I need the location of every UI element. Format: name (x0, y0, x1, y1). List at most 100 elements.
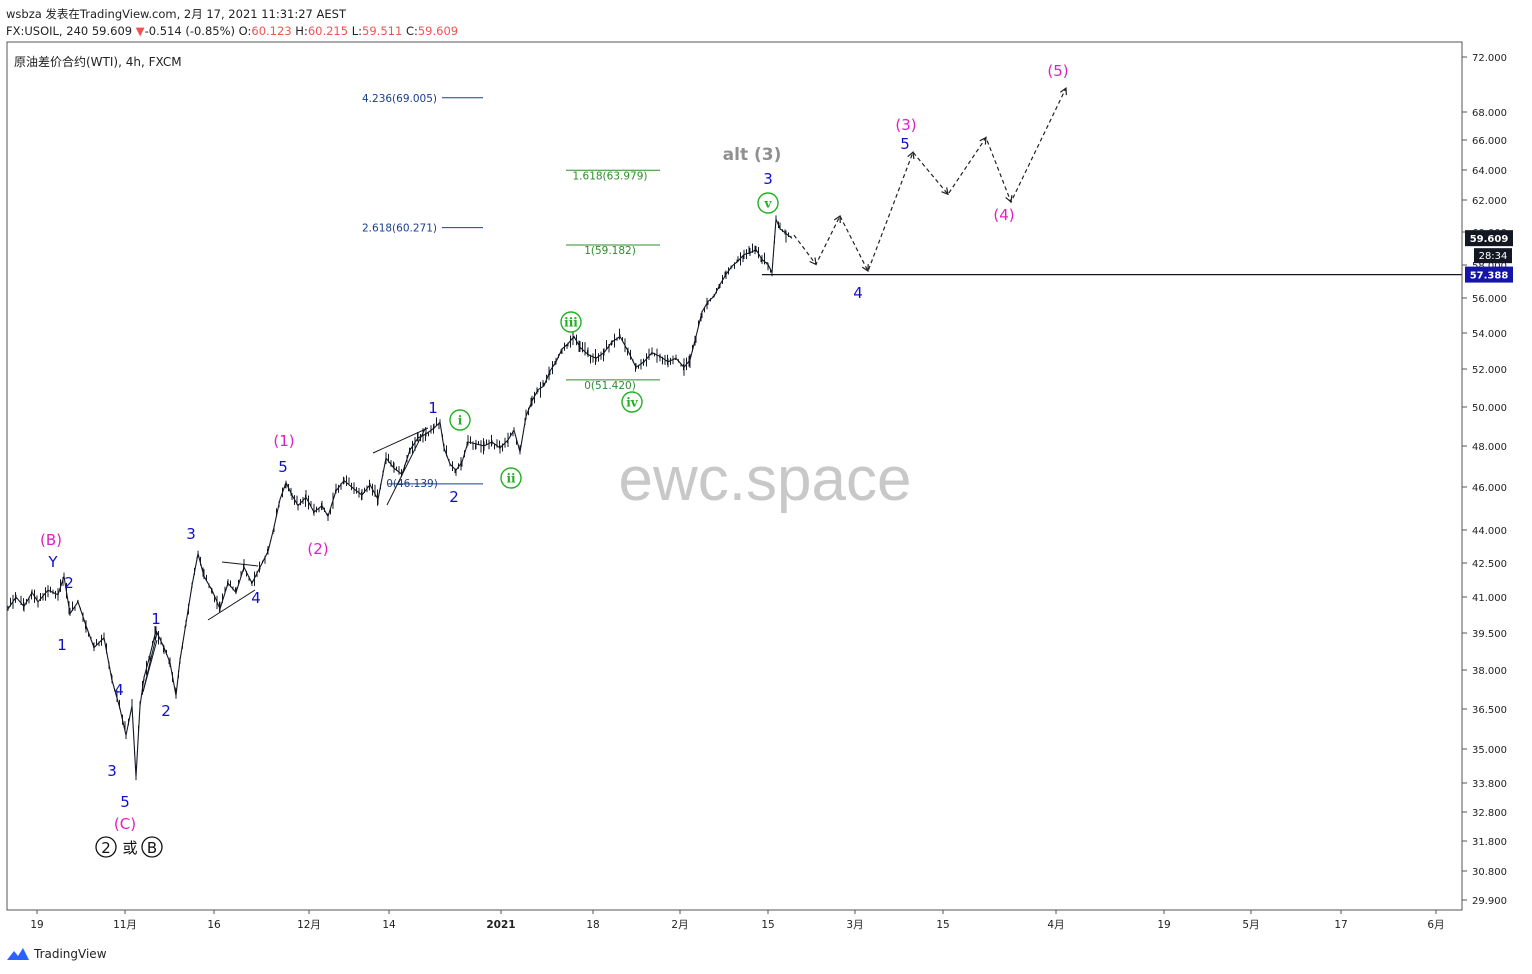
time-tick-label: 16 (207, 919, 221, 931)
circled-wave-text: i (458, 414, 463, 428)
fib-level-label: 2.618(60.271) (362, 223, 437, 235)
time-tick-label: 3月 (846, 919, 863, 931)
circled-wave-label: v (757, 192, 779, 214)
wave-label: 5 (900, 135, 910, 153)
wave-label: 3 (763, 170, 773, 188)
projection-arrowhead (1059, 87, 1067, 96)
projection-arrowhead (833, 214, 841, 224)
price-tick-label: 39.500 (1472, 629, 1507, 640)
circled-wave-label: i (449, 409, 471, 431)
trendline (386, 426, 427, 506)
watermark: ewc.space (619, 445, 912, 514)
wave-label: 4 (251, 589, 261, 607)
wave-label: (3) (895, 116, 916, 134)
down-arrow-icon: ▼ (135, 24, 145, 38)
wave-label: 1 (151, 610, 161, 628)
price-tick-label: 68.000 (1472, 108, 1507, 119)
time-tick-label: 19 (1157, 919, 1170, 931)
fib-level-label: 1(59.182) (584, 245, 636, 257)
time-tick-label: 15 (936, 919, 949, 931)
primary-wave-text: B (147, 839, 157, 857)
time-tick-label: 2月 (671, 919, 688, 931)
wave-label: (B) (40, 531, 62, 549)
wave-label: (4) (993, 206, 1014, 224)
price-tick-label: 36.500 (1472, 705, 1507, 716)
price-tick-label: 72.000 (1472, 53, 1507, 64)
projection-arrowhead (861, 264, 869, 273)
price-tick-label: 50.000 (1472, 403, 1507, 414)
price-tick-label: 48.000 (1472, 442, 1507, 453)
wave-label: (C) (114, 815, 136, 833)
price-tick-label: 66.000 (1472, 136, 1507, 147)
price-tick-label: 54.000 (1472, 329, 1507, 340)
time-tick-label: 14 (382, 919, 396, 931)
circle-icon (449, 409, 471, 431)
price-tick-label: 56.000 (1472, 294, 1507, 305)
time-tick-label: 19 (30, 919, 43, 931)
fib-level-label: 0(46.139) (386, 478, 438, 490)
wave-label: 3 (107, 762, 117, 780)
fib-level-label: 4.236(69.005) (362, 93, 437, 105)
wave-label: 5 (120, 793, 130, 811)
level-price-text: 57.388 (1470, 271, 1509, 282)
wave-label: 4 (853, 284, 863, 302)
trendline (221, 561, 259, 567)
circle-icon (95, 836, 117, 858)
tradingview-logo-icon (7, 948, 29, 960)
time-tick-label: 15 (761, 919, 774, 931)
footer-brand: TradingView (34, 947, 107, 961)
price-line (7, 218, 793, 777)
circled-wave-label: iii (560, 311, 582, 333)
time-tick-label: 11月 (113, 919, 137, 931)
circled-wave-label: iv (621, 391, 643, 413)
circle-icon (141, 836, 163, 858)
trendline (372, 427, 429, 454)
projection-arrowhead (979, 136, 987, 145)
price-tick-label: 44.000 (1472, 526, 1507, 537)
wave-label: 5 (278, 458, 288, 476)
time-tick-label: 2021 (486, 919, 515, 931)
circle-icon (621, 391, 643, 413)
price-tick-label: 35.000 (1472, 745, 1507, 756)
price-tick-label: 58.000 (1472, 261, 1507, 272)
time-tick-label: 12月 (297, 919, 321, 931)
wave-label: (1) (273, 432, 294, 450)
time-tick-label: 4月 (1047, 919, 1064, 931)
fib-level-label: 1.618(63.979) (573, 170, 648, 182)
ohlc-bar: FX:USOIL, 240 59.609 ▼-0.514 (-0.85%) O:… (6, 24, 459, 38)
time-tick-label: 6月 (1427, 919, 1444, 931)
price-tick-label: 46.000 (1472, 483, 1507, 494)
wave-label: (5) (1047, 62, 1068, 80)
circled-wave-label: ii (500, 467, 522, 489)
publish-info: wsbza 发表在TradingView.com, 2月 17, 2021 11… (6, 7, 346, 21)
wave-label: 4 (114, 681, 124, 699)
circle-icon (500, 467, 522, 489)
price-tick-label: 33.800 (1472, 779, 1507, 790)
price-tick-label: 31.800 (1472, 837, 1507, 848)
fib-level-label: 0(51.420) (584, 380, 636, 392)
trendline (207, 589, 256, 621)
wave-label: alt (3) (723, 145, 782, 165)
wave-label: 2 (64, 574, 74, 592)
countdown-badge (1474, 248, 1512, 264)
price-tick-label: 62.000 (1472, 196, 1507, 207)
time-tick-label: 17 (1334, 919, 1347, 931)
countdown-text: 28:34 (1479, 251, 1508, 262)
price-tick-label: 42.500 (1472, 559, 1507, 570)
price-tick-label: 29.900 (1472, 896, 1507, 907)
current-price-badge (1465, 230, 1513, 247)
circled-wave-text: ii (506, 472, 516, 486)
projection-arrowhead (941, 187, 949, 196)
projection-path (793, 87, 1067, 273)
time-tick-label: 18 (586, 919, 599, 931)
circle-icon (757, 192, 779, 214)
circle-icon (560, 311, 582, 333)
price-tick-label: 52.000 (1472, 365, 1507, 376)
primary-wave-text: 2 (101, 839, 111, 857)
circled-wave-text: iv (626, 396, 639, 410)
projection-arrowhead (907, 150, 915, 160)
wave-label: Y (47, 553, 58, 571)
level-price-badge (1465, 266, 1513, 283)
